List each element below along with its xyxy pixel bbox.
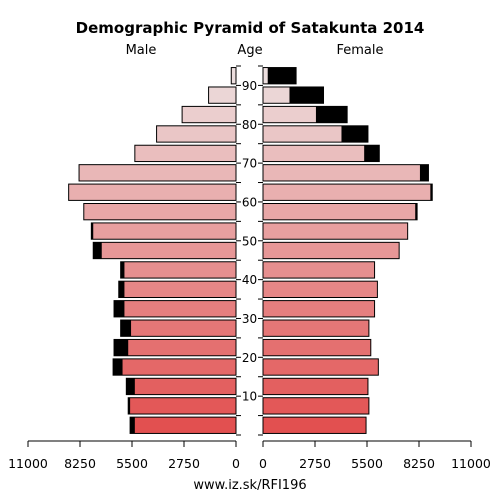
female-excess-90+ [267, 67, 297, 84]
female-bar-70-74 [262, 144, 380, 163]
female-bar-15-19 [262, 358, 379, 376]
age-tick-label-80: 80 [242, 118, 257, 132]
female-excess-60-64 [430, 184, 433, 201]
male-bar-25-29 [120, 319, 237, 337]
male-bar-70-74 [134, 144, 237, 163]
male-excess-45-49 [93, 242, 102, 259]
male-bar-60-64 [68, 183, 237, 201]
female-bar-60-64 [262, 183, 433, 201]
chart-title: Demographic Pyramid of Satakunta 2014 [76, 19, 425, 37]
male-excess-10-14 [126, 378, 135, 395]
age-tick-label-60: 60 [242, 195, 257, 209]
male-bar-45-49 [92, 241, 237, 260]
female-bar-5-9 [262, 397, 370, 415]
male-excess-0-4 [130, 417, 135, 434]
age-tick-label-10: 10 [242, 390, 257, 404]
female-bar-20-24 [262, 338, 372, 357]
age-tick-label-90: 90 [242, 79, 257, 93]
male-bar-0-4 [129, 416, 237, 434]
male-bar-10-14 [125, 377, 237, 396]
female-bar-65-69 [262, 164, 429, 182]
male-bar-20-24 [113, 338, 237, 357]
male-excess-30-34 [114, 300, 125, 317]
female-excess-75-79 [341, 125, 368, 143]
male-bar-50-54 [90, 222, 237, 240]
female-bar-10-14 [262, 377, 369, 396]
female-x-tick-label: 5500 [351, 456, 383, 471]
male-excess-40-44 [120, 261, 125, 279]
age-tick-label-70: 70 [242, 157, 257, 171]
female-bar-40-44 [262, 261, 376, 279]
female-label: Female [336, 43, 383, 58]
female-bar-45-49 [262, 241, 400, 260]
female-excess-65-69 [419, 164, 429, 181]
male-excess-25-29 [120, 320, 132, 337]
footer-source: www.iz.sk/RFI196 [193, 478, 306, 493]
male-x-tick-label: 11000 [8, 456, 48, 471]
male-bar-40-44 [120, 261, 237, 279]
female-x-tick-label: 2750 [299, 456, 331, 471]
male-bar-90+ [230, 67, 237, 85]
male-bar-65-69 [78, 164, 237, 182]
female-bar-55-59 [262, 203, 418, 221]
age-tick-label-30: 30 [242, 312, 257, 326]
male-x-tick-label: 2750 [168, 456, 200, 471]
male-excess-35-39 [118, 281, 125, 298]
male-excess-15-19 [113, 358, 123, 376]
male-x-tick-label: 8250 [64, 456, 96, 471]
female-bar-50-54 [262, 222, 409, 240]
male-label: Male [126, 43, 157, 58]
female-bar-25-29 [262, 319, 370, 337]
male-excess-5-9 [128, 397, 131, 415]
age-label: Age [237, 43, 262, 58]
male-bar-85-89 [208, 86, 237, 104]
male-bar-5-9 [127, 397, 237, 415]
male-bar-80-84 [181, 105, 237, 124]
male-x-tick-label: 0 [232, 456, 240, 471]
male-excess-20-24 [114, 339, 129, 356]
male-x-tick-label: 5500 [116, 456, 148, 471]
female-excess-80-84 [315, 106, 348, 123]
male-excess-50-54 [91, 222, 94, 240]
male-bar-35-39 [118, 280, 237, 298]
male-bar-30-34 [113, 300, 237, 318]
female-excess-55-59 [415, 203, 418, 220]
female-x-tick-label: 0 [259, 456, 267, 471]
age-tick-label-50: 50 [242, 234, 257, 248]
male-bar-15-19 [112, 358, 237, 376]
female-bar-35-39 [262, 280, 378, 298]
male-bar-55-59 [83, 203, 237, 221]
male-bar-75-79 [156, 125, 237, 143]
plot-area: 10 20 30 40 50 60 70 80 90 0 0 2750 2750 5500 5500 8250… [8, 65, 491, 471]
age-tick-label-20: 20 [242, 351, 257, 365]
female-x-tick-label: 11000 [451, 456, 491, 471]
female-excess-85-89 [289, 86, 324, 104]
age-tick-label-40: 40 [242, 273, 257, 287]
female-bar-30-34 [262, 300, 376, 318]
female-x-tick-label: 8250 [403, 456, 435, 471]
female-excess-70-74 [364, 145, 380, 162]
female-bar-0-4 [262, 416, 367, 434]
